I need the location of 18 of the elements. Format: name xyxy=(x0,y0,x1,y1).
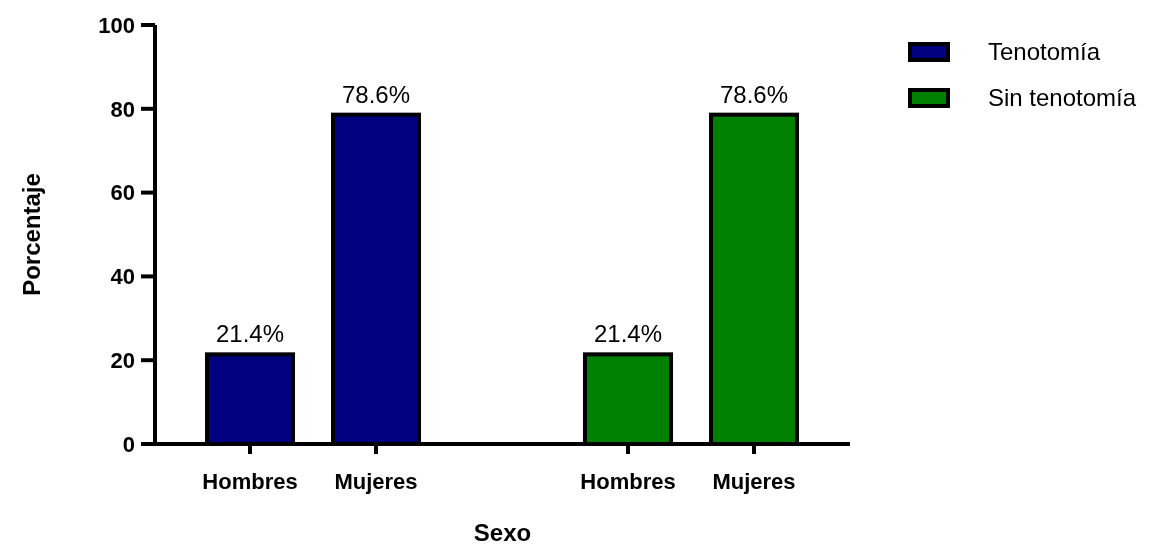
x-tick-label: Hombres xyxy=(580,469,676,494)
x-tick-label: Mujeres xyxy=(712,469,796,494)
data-label: 78.6% xyxy=(719,80,789,108)
legend-label: Tenotomía xyxy=(988,38,1101,66)
y-tick-label: 0 xyxy=(122,431,135,457)
legend-label: Sin tenotomía xyxy=(988,84,1137,112)
x-axis-title: Sexo xyxy=(473,518,532,546)
data-label: 21.4% xyxy=(215,320,285,348)
data-label: 21.4% xyxy=(593,320,663,348)
y-tick-label: 20 xyxy=(110,347,135,373)
y-tick-label: 60 xyxy=(110,180,135,206)
y-tick-label: 100 xyxy=(98,12,135,38)
y-tick-label: 80 xyxy=(110,96,135,122)
x-tick-label: Mujeres xyxy=(334,469,418,494)
x-tick-label: Hombres xyxy=(202,469,298,494)
y-axis-title: Porcentaje xyxy=(18,173,45,296)
y-tick-label: 40 xyxy=(110,264,135,290)
data-label: 78.6% xyxy=(341,80,411,108)
